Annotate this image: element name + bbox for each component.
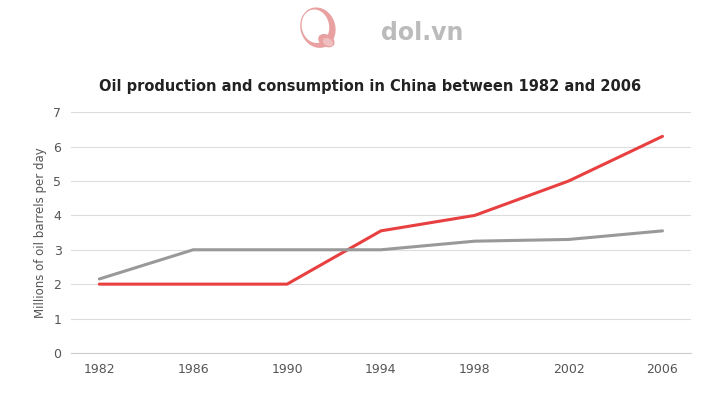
Y-axis label: Millions of oil barrels per day: Millions of oil barrels per day	[33, 147, 46, 318]
Text: dol.vn: dol.vn	[381, 21, 464, 45]
Ellipse shape	[300, 8, 335, 48]
Ellipse shape	[318, 34, 335, 47]
Legend: CONSUMPTION, PRODUCTION: CONSUMPTION, PRODUCTION	[256, 400, 506, 401]
Text: Oil production and consumption in China between 1982 and 2006: Oil production and consumption in China …	[99, 79, 642, 94]
Ellipse shape	[302, 10, 329, 43]
Ellipse shape	[323, 38, 333, 46]
